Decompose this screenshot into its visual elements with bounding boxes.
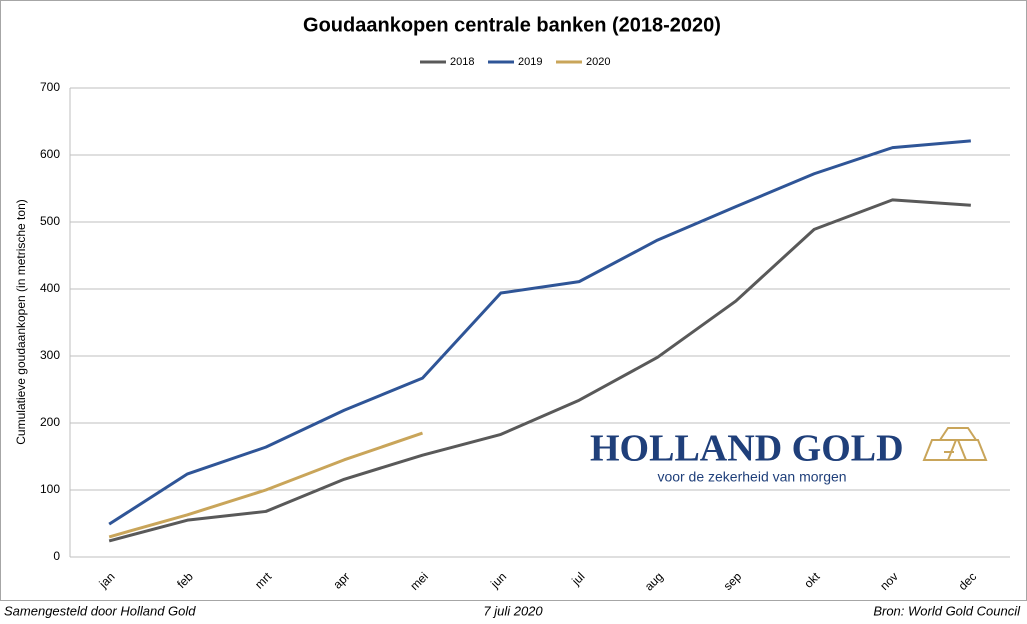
series-line xyxy=(108,431,423,539)
y-tick-label: 400 xyxy=(40,281,60,295)
y-tick-label: 200 xyxy=(40,415,60,429)
y-tick-label: 700 xyxy=(40,80,60,94)
y-tick-label: 100 xyxy=(40,482,60,496)
footer-right: Bron: World Gold Council xyxy=(873,603,1021,618)
logo-tagline: voor de zekerheid van morgen xyxy=(657,469,846,485)
chart-title: Goudaankopen centrale banken (2018-2020) xyxy=(303,14,721,36)
y-tick-label: 0 xyxy=(53,549,60,563)
series-line xyxy=(108,139,971,526)
logo-icon xyxy=(922,427,988,461)
logo-name: HOLLAND GOLD xyxy=(590,428,904,470)
chart-frame xyxy=(0,0,1027,601)
y-axis-label: Cumulatieve goudaankopen (in metrische t… xyxy=(14,199,28,444)
footer-center: 7 juli 2020 xyxy=(483,603,543,618)
legend-label: 2018 xyxy=(450,56,474,68)
series-line xyxy=(108,198,971,543)
y-tick-label: 300 xyxy=(40,348,60,362)
legend-label: 2020 xyxy=(586,56,610,68)
logo: HOLLAND GOLD voor de zekerheid van morge… xyxy=(590,427,988,485)
legend-label: 2019 xyxy=(518,56,542,68)
footer-left: Samengesteld door Holland Gold xyxy=(4,603,196,618)
y-tick-label: 500 xyxy=(40,214,60,228)
y-tick-label: 600 xyxy=(40,147,60,161)
